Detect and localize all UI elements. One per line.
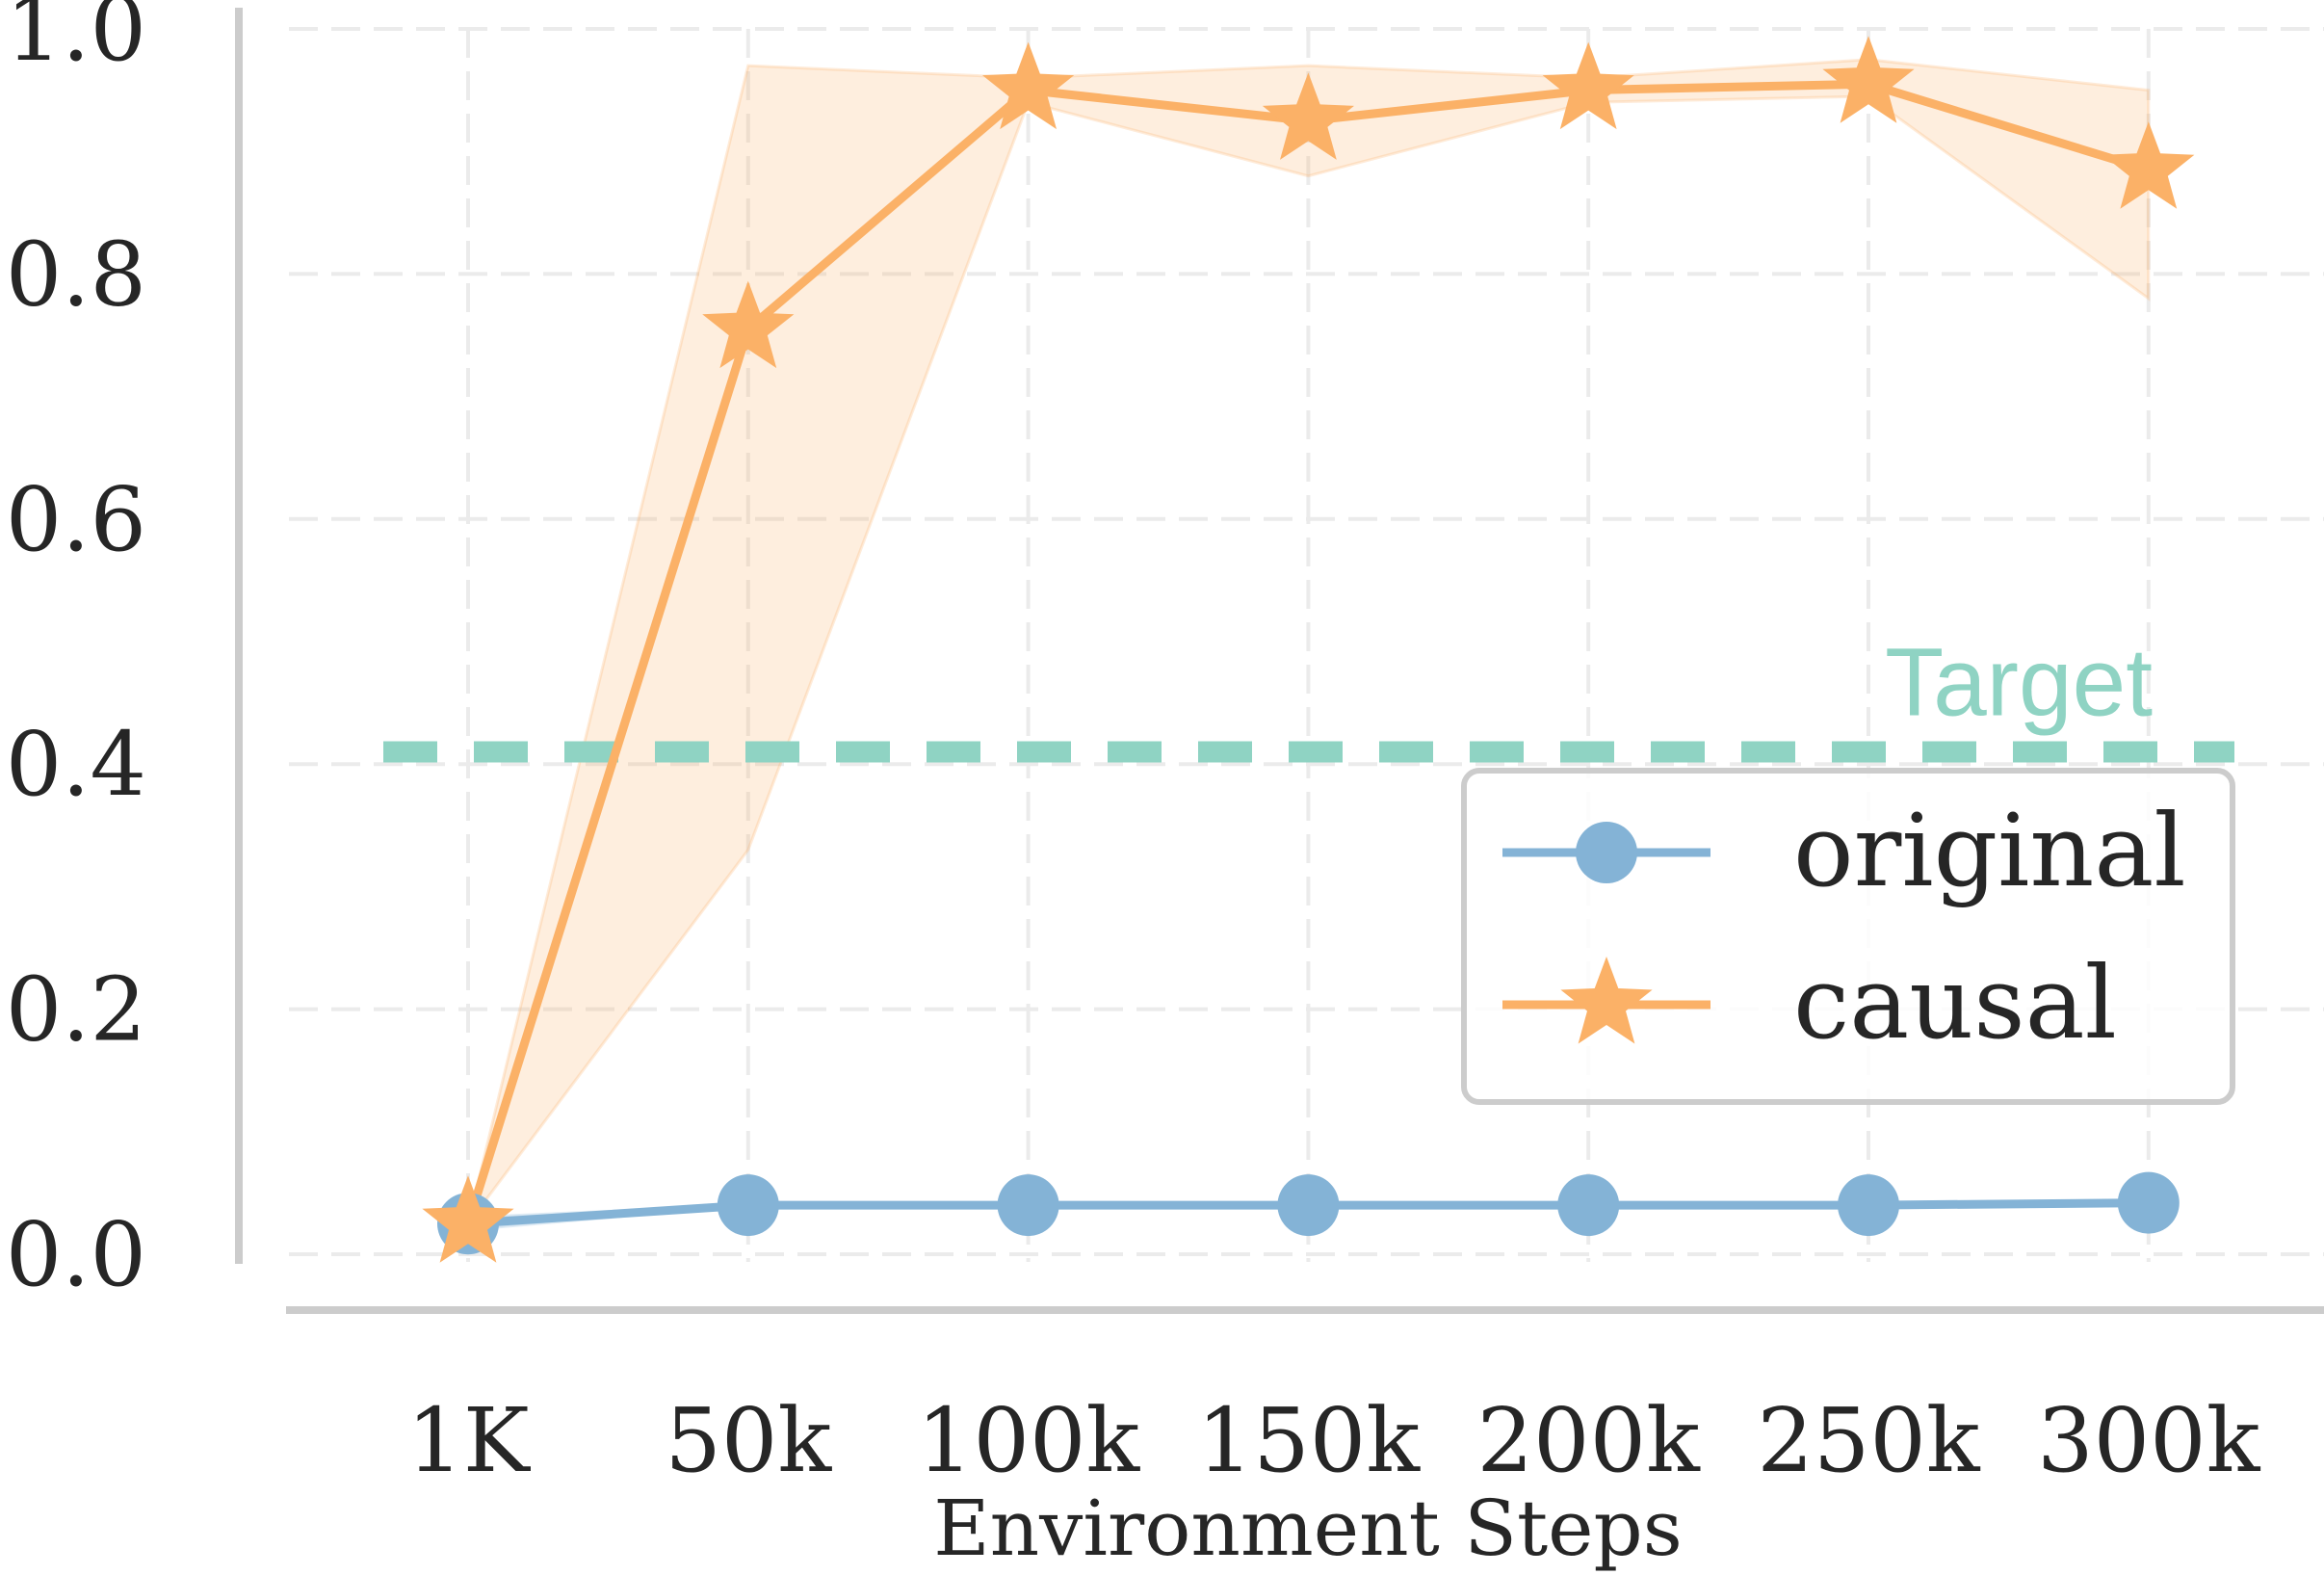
point-causal bbox=[2102, 121, 2195, 209]
point-causal bbox=[422, 1175, 514, 1263]
x-tick-label: 100k bbox=[917, 1389, 1141, 1492]
y-tick-label: 1.0 bbox=[6, 0, 146, 81]
series-markers bbox=[422, 36, 2195, 1263]
point-original bbox=[1277, 1174, 1340, 1237]
y-tick-label: 0.0 bbox=[6, 1203, 146, 1306]
point-original bbox=[2117, 1171, 2180, 1234]
y-tick-label: 0.6 bbox=[6, 468, 146, 571]
x-tick-label: 300k bbox=[2037, 1389, 2261, 1492]
x-tick-label: 200k bbox=[1477, 1389, 1702, 1492]
band-causal bbox=[466, 58, 2151, 1225]
target-line: Target bbox=[383, 628, 2234, 763]
legend-label-original: original bbox=[1793, 792, 2186, 909]
point-original bbox=[1838, 1174, 1899, 1237]
x-axis-title: Environment Steps bbox=[933, 1483, 1683, 1573]
point-causal bbox=[1822, 36, 1915, 123]
point-causal bbox=[1542, 41, 1634, 130]
point-causal bbox=[702, 280, 795, 369]
x-tick-labels: 1K 50k 100k 150k 200k 250k 300k bbox=[406, 1389, 2260, 1492]
y-tick-label: 0.8 bbox=[6, 223, 146, 326]
point-original bbox=[1557, 1174, 1620, 1237]
point-causal bbox=[982, 41, 1075, 130]
x-tick-label: 1K bbox=[406, 1389, 532, 1492]
y-tick-labels: 0.0 0.2 0.4 0.6 0.8 1.0 bbox=[6, 0, 146, 1306]
point-original bbox=[717, 1174, 779, 1237]
x-tick-label: 250k bbox=[1757, 1389, 1981, 1492]
legend-marker-causal bbox=[1560, 957, 1653, 1044]
legend-marker-original bbox=[1576, 822, 1637, 883]
x-tick-label: 50k bbox=[665, 1389, 832, 1492]
point-causal bbox=[1262, 72, 1354, 160]
legend-label-causal: causal bbox=[1793, 944, 2117, 1062]
target-label: Target bbox=[1885, 628, 2153, 736]
y-tick-label: 0.2 bbox=[6, 958, 146, 1062]
point-original bbox=[997, 1174, 1059, 1237]
x-tick-label: 150k bbox=[1197, 1389, 1422, 1492]
y-tick-label: 0.4 bbox=[6, 713, 146, 816]
legend: original causal bbox=[1461, 768, 2235, 1105]
